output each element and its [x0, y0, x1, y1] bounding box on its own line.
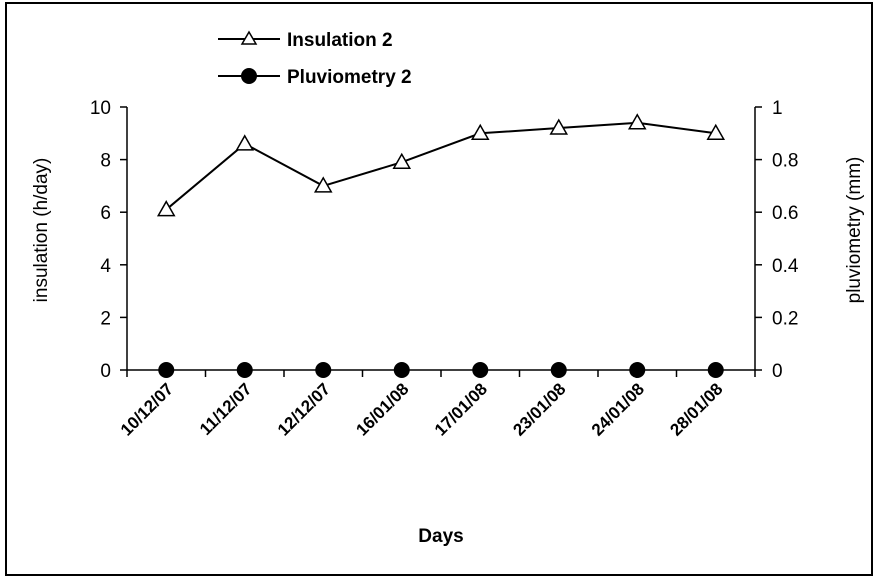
x-tick-label: 23/01/08: [509, 379, 569, 439]
insulation-point: [627, 113, 647, 130]
left-tick-label: 6: [100, 203, 111, 224]
right-tick-label: 1: [772, 98, 783, 119]
legend: Insulation 2 Pluviometry 2: [218, 30, 412, 88]
x-axis-label: Days: [418, 526, 463, 547]
series-line-insulation: [165, 121, 716, 211]
pluviometry-point: [315, 362, 332, 378]
pluviometry-point: [236, 362, 253, 378]
pluviometry-point: [707, 362, 724, 378]
x-tick-label: 24/01/08: [588, 379, 648, 439]
x-tick-label: 28/01/08: [666, 379, 726, 439]
insulation-point: [470, 123, 490, 141]
left-tick-label: 4: [100, 256, 111, 277]
pluviometry-point: [472, 362, 489, 378]
legend-triangle-marker: [240, 30, 258, 45]
axes: [126, 107, 756, 371]
pluviometry-point: [629, 362, 646, 378]
legend-label-pluviometry: Pluviometry 2: [287, 67, 412, 88]
right-y-ticks: 0 0.2 0.4 0.6 0.8 1: [755, 98, 799, 382]
pluviometry-point: [158, 362, 175, 378]
left-tick-label: 0: [100, 361, 111, 382]
right-tick-label: 0: [772, 361, 783, 382]
left-tick-label: 10: [90, 98, 111, 119]
x-tick-label: 16/01/08: [352, 379, 412, 439]
insulation-point: [706, 123, 726, 141]
y-axis-left-label: insulation (h/day): [31, 158, 52, 303]
insulation-point: [313, 176, 333, 193]
left-tick-label: 8: [100, 151, 111, 172]
pluviometry-point: [550, 362, 567, 378]
y-axis-right-label: pluviometry (mm): [844, 157, 865, 304]
x-ticks: 10/12/07 11/12/07 12/12/07 16/01/08 17/01/08…: [117, 370, 756, 440]
right-tick-label: 0.4: [772, 256, 799, 277]
left-tick-label: 2: [100, 308, 111, 329]
x-tick-label: 17/01/08: [431, 379, 491, 439]
x-tick-label: 12/12/07: [274, 379, 334, 439]
chart-frame: [5, 2, 873, 576]
right-tick-label: 0.8: [772, 151, 798, 172]
legend-circle-marker: [241, 68, 257, 84]
x-tick-label: 10/12/07: [117, 379, 177, 439]
legend-item-insulation: Insulation 2: [218, 30, 393, 51]
insulation-point: [392, 152, 412, 169]
left-y-ticks: 0 2 4 6 8 10: [90, 98, 127, 382]
right-tick-label: 0.2: [772, 308, 798, 329]
x-tick-label: 11/12/07: [196, 379, 256, 439]
insulation-point: [549, 118, 569, 135]
series-layer: [156, 113, 726, 378]
legend-label-insulation: Insulation 2: [287, 30, 393, 51]
legend-item-pluviometry: Pluviometry 2: [218, 67, 412, 88]
pluviometry-point: [393, 362, 410, 378]
right-tick-label: 0.6: [772, 203, 798, 224]
insulation-point: [156, 200, 176, 217]
insulation-point: [235, 134, 255, 151]
